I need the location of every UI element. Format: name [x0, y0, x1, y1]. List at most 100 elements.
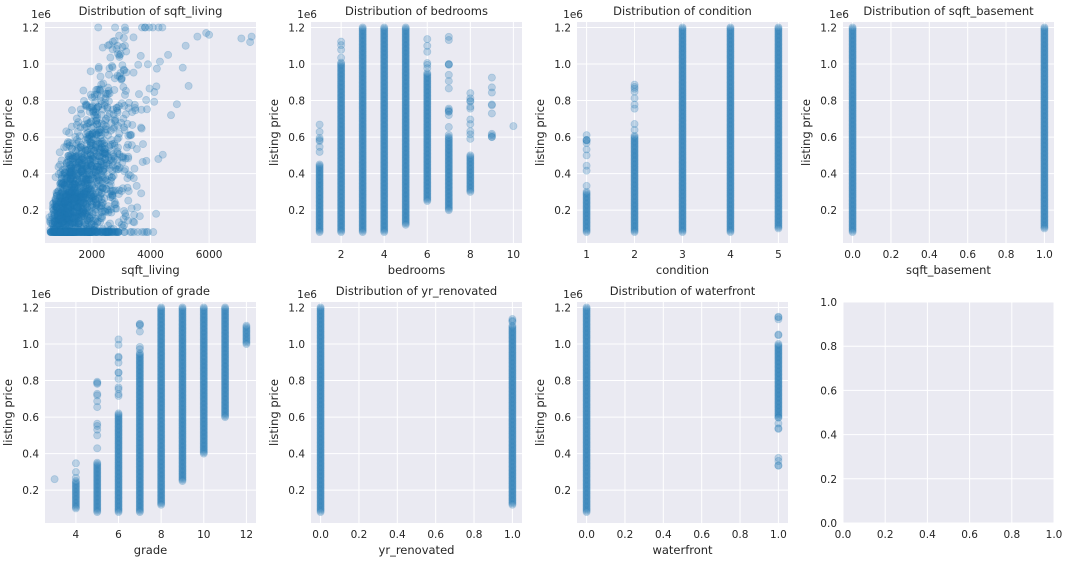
- data-point: [87, 171, 96, 180]
- data-point: [98, 173, 107, 182]
- data-point: [150, 88, 159, 97]
- subplot-7: 0.0 0.2 0.4 0.6 0.8 1.00.20.40.60.81.01.2Dist…: [533, 284, 788, 557]
- data-point: [104, 153, 113, 162]
- data-point: [65, 152, 74, 161]
- data-point: [90, 90, 99, 99]
- data-point: [75, 225, 84, 234]
- data-point: [124, 154, 133, 163]
- data-point: [84, 155, 93, 164]
- data-point: [58, 194, 67, 203]
- data-point: [111, 117, 120, 126]
- y-tick-label: 1.2: [22, 302, 39, 314]
- data-point: [487, 88, 496, 97]
- data-point: [129, 217, 138, 226]
- data-point: [60, 204, 69, 213]
- data-point: [111, 23, 120, 32]
- data-point: [63, 215, 72, 224]
- data-point: [59, 218, 68, 227]
- data-point: [121, 165, 130, 174]
- y-offset-label: 1e6: [563, 289, 583, 301]
- data-point: [56, 219, 65, 228]
- x-tick-label: 10: [197, 529, 210, 541]
- data-point: [50, 475, 59, 484]
- data-point: [89, 107, 98, 116]
- data-point: [74, 221, 83, 230]
- y-tick-label: 0.4: [22, 169, 39, 181]
- x-tick-label: 0.8: [998, 249, 1015, 261]
- data-point: [104, 83, 113, 92]
- data-point: [205, 30, 214, 39]
- data-point: [582, 303, 591, 312]
- data-point: [104, 206, 113, 215]
- data-point: [145, 84, 154, 93]
- data-point: [221, 303, 230, 312]
- data-point: [337, 41, 346, 50]
- data-point: [487, 73, 496, 82]
- x-tick-label: 4: [727, 249, 734, 261]
- data-point: [70, 194, 79, 203]
- data-point: [64, 228, 73, 237]
- data-point: [62, 185, 71, 194]
- y-axis-label: listing price: [533, 379, 547, 446]
- data-point: [70, 177, 79, 186]
- data-point: [76, 228, 85, 237]
- data-point: [71, 194, 80, 203]
- data-point: [117, 75, 126, 84]
- data-point: [774, 424, 783, 433]
- data-point: [61, 190, 70, 199]
- data-point: [315, 120, 324, 129]
- data-point: [59, 204, 68, 213]
- data-point: [89, 129, 98, 138]
- y-tick-label: 0.2: [554, 205, 571, 217]
- data-point: [119, 214, 128, 223]
- data-point: [66, 228, 75, 237]
- data-point: [97, 188, 106, 197]
- data-point: [50, 223, 59, 232]
- data-point: [65, 188, 74, 197]
- data-point: [466, 97, 475, 106]
- data-point: [81, 181, 90, 190]
- data-point: [118, 61, 127, 70]
- x-tick-label: 6: [424, 249, 431, 261]
- y-tick-label: 0.2: [554, 485, 571, 497]
- data-point: [135, 212, 144, 221]
- subplot-6: 0.0 0.2 0.4 0.6 0.8 1.00.20.40.60.81.01.2Dist…: [267, 284, 522, 557]
- data-point: [66, 151, 75, 160]
- y-tick-label: 0.2: [820, 474, 837, 486]
- y-axis-label: listing price: [1, 99, 15, 166]
- data-point: [120, 167, 129, 176]
- data-point: [91, 208, 100, 217]
- data-point: [178, 63, 187, 72]
- data-point: [242, 321, 251, 330]
- data-point: [68, 194, 77, 203]
- data-point: [102, 125, 111, 134]
- subplot-8: 0.0 0.2 0.4 0.6 0.8 1.00.00.20.40.60.81.0: [820, 297, 1062, 541]
- data-point: [58, 197, 67, 206]
- data-point: [116, 69, 125, 78]
- data-point: [76, 190, 85, 199]
- data-point: [150, 97, 159, 106]
- data-point: [74, 228, 83, 237]
- data-point: [444, 70, 453, 79]
- data-point: [237, 34, 246, 43]
- data-point: [89, 226, 98, 235]
- data-point: [678, 23, 687, 32]
- data-point: [158, 23, 167, 32]
- data-point: [199, 303, 208, 312]
- data-point: [423, 35, 432, 44]
- x-tick-label: 0.8: [466, 529, 483, 541]
- data-point: [87, 162, 96, 171]
- y-tick-label: 1.0: [22, 339, 39, 351]
- data-point: [89, 192, 98, 201]
- data-point: [49, 198, 58, 207]
- data-point: [106, 140, 115, 149]
- x-tick-label: 0.6: [961, 529, 978, 541]
- data-point: [98, 184, 107, 193]
- data-point: [487, 109, 496, 118]
- data-point: [135, 320, 144, 329]
- data-point: [53, 205, 62, 214]
- data-point: [86, 155, 95, 164]
- data-point: [86, 130, 95, 139]
- data-point: [62, 127, 71, 136]
- data-point: [89, 192, 98, 201]
